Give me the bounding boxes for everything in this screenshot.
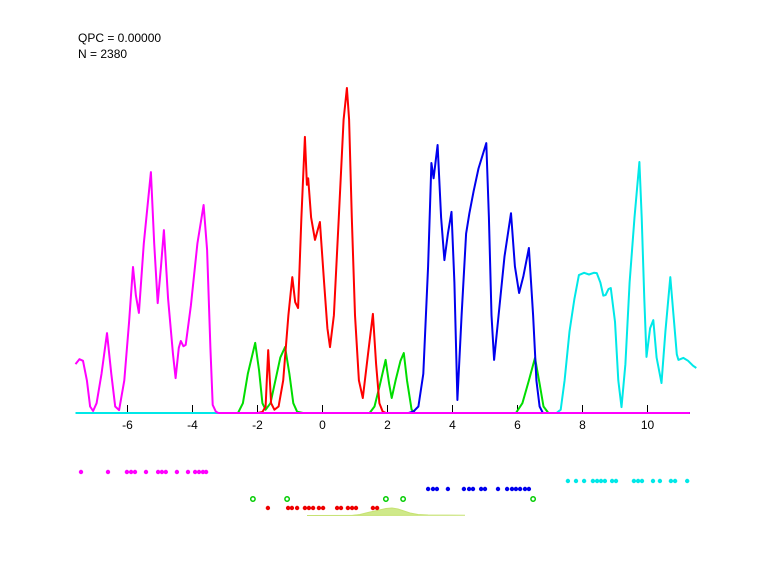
data-point-red: [310, 505, 316, 511]
data-point-red: [370, 505, 376, 511]
scatter-row-magenta: [78, 469, 209, 475]
data-point-red: [294, 505, 300, 511]
data-point-cyan: [657, 478, 663, 484]
data-point-cyan: [581, 478, 587, 484]
data-point-blue: [504, 486, 510, 492]
data-point-green: [284, 496, 291, 502]
density-curve-red: [75, 87, 690, 414]
qpc-label: QPC = 0.00000: [78, 31, 162, 45]
data-point-blue: [495, 486, 501, 492]
data-point-blue: [425, 486, 431, 492]
data-point-green: [382, 496, 389, 502]
data-point-cyan: [565, 478, 571, 484]
data-point-blue: [466, 486, 472, 492]
data-point-magenta: [105, 469, 111, 475]
annotation-block: QPC = 0.00000 N = 2380: [78, 30, 161, 62]
data-point-magenta: [203, 469, 209, 475]
data-point-magenta: [132, 469, 138, 475]
data-point-blue: [522, 486, 528, 492]
x-tick-label: 2: [384, 418, 391, 432]
data-point-magenta: [163, 469, 168, 475]
scatter-row-cyan: [565, 478, 690, 484]
data-point-cyan: [650, 478, 656, 484]
data-point-magenta: [185, 469, 191, 475]
data-point-green: [530, 496, 537, 502]
data-point-magenta: [200, 469, 206, 475]
n-label: N = 2380: [78, 47, 128, 61]
data-point-cyan: [602, 478, 608, 484]
data-point-magenta: [174, 469, 180, 475]
data-point-cyan: [668, 478, 674, 484]
data-point-blue: [517, 486, 523, 492]
data-point-blue: [461, 486, 467, 492]
data-point-red: [374, 505, 380, 511]
x-tick-label: -6: [122, 418, 133, 432]
data-point-cyan: [631, 478, 637, 484]
x-axis: -6 -4 -2 0 2 4 6 8 10: [122, 405, 654, 432]
data-point-blue: [482, 486, 488, 492]
data-point-cyan: [609, 478, 615, 484]
data-point-cyan: [639, 478, 645, 484]
data-point-red: [338, 505, 344, 511]
data-point-blue: [430, 486, 436, 492]
data-point-magenta: [78, 469, 84, 475]
data-point-cyan: [598, 478, 604, 484]
scatter-row-red: [265, 505, 380, 511]
density-curve-green: [75, 341, 690, 414]
x-tick-label: 8: [579, 418, 586, 432]
density-curve-magenta: [74, 171, 690, 414]
x-tick-label: -2: [252, 418, 263, 432]
data-point-magenta: [143, 469, 149, 475]
data-point-magenta: [192, 469, 198, 475]
data-point-magenta: [155, 469, 161, 475]
data-point-red: [334, 505, 340, 511]
data-point-cyan: [635, 478, 641, 484]
data-point-red: [289, 505, 295, 511]
data-point-blue: [470, 486, 476, 492]
data-point-magenta: [128, 469, 134, 475]
data-point-red: [265, 505, 271, 511]
scatter-row-green: [249, 496, 537, 502]
x-tick-label: 4: [449, 418, 456, 432]
data-point-magenta: [196, 469, 202, 475]
data-point-cyan: [594, 478, 600, 484]
data-point-cyan: [685, 478, 690, 484]
x-tick-label: 0: [319, 418, 326, 432]
data-point-blue: [526, 486, 532, 492]
data-point-cyan: [613, 478, 619, 484]
data-point-blue: [445, 486, 451, 492]
scatter-row-blue: [425, 486, 532, 492]
data-point-cyan: [672, 478, 678, 484]
density-curve-blue: [75, 142, 690, 414]
data-point-green: [400, 496, 407, 502]
data-point-magenta: [159, 469, 165, 475]
data-point-red: [306, 505, 312, 511]
density-curve-cyan: [75, 161, 697, 414]
data-point-cyan: [573, 478, 579, 484]
data-point-blue: [513, 486, 519, 492]
data-point-blue: [478, 486, 484, 492]
mini-density-curve: [306, 507, 466, 516]
data-point-red: [316, 505, 322, 511]
data-point-red: [320, 505, 326, 511]
data-point-red: [302, 505, 308, 511]
x-tick-label: 10: [641, 418, 655, 432]
data-point-magenta: [124, 469, 130, 475]
x-tick-label: 6: [514, 418, 521, 432]
data-point-blue: [509, 486, 515, 492]
data-point-cyan: [590, 478, 596, 484]
data-point-red: [345, 505, 351, 511]
data-point-green: [249, 496, 256, 502]
data-point-red: [353, 505, 359, 511]
data-point-red: [349, 505, 355, 511]
data-point-blue: [434, 486, 440, 492]
data-point-red: [285, 505, 291, 511]
x-tick-label: -4: [187, 418, 198, 432]
